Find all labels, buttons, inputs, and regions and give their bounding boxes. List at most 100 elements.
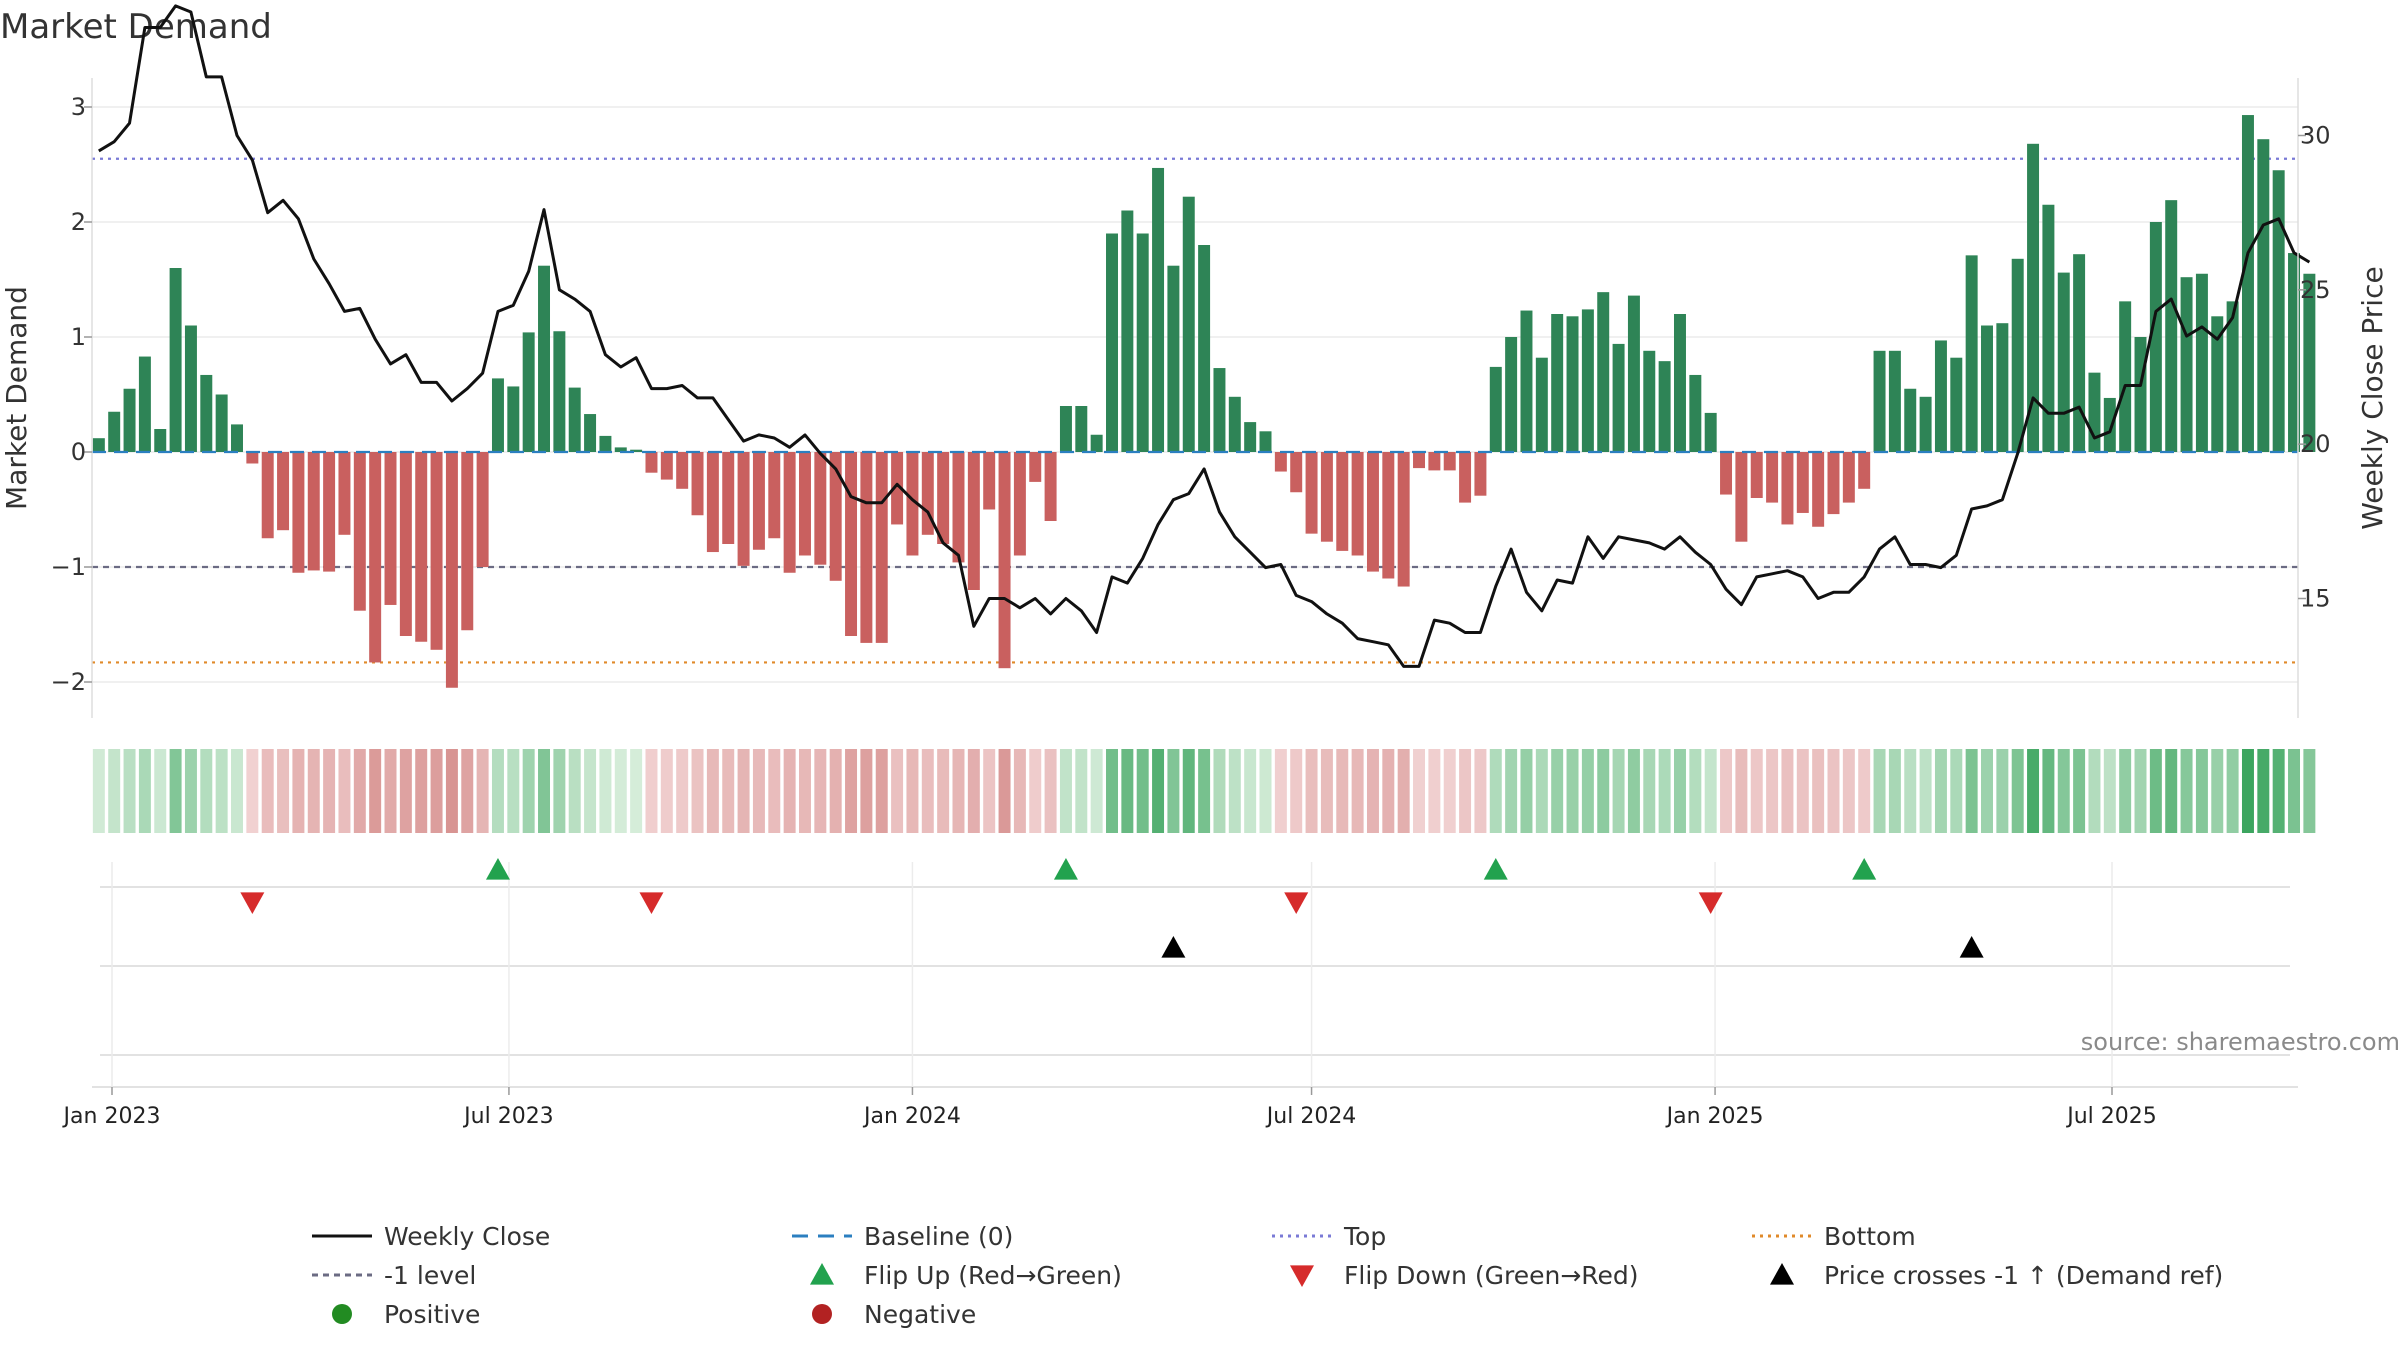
heat-cell-32 bbox=[584, 749, 597, 833]
legend-item-9: Negative bbox=[812, 1300, 976, 1329]
left-tick-label-5: −2 bbox=[51, 668, 86, 696]
demand-bar-94 bbox=[1535, 357, 1548, 452]
heat-cell-31 bbox=[568, 749, 581, 833]
heat-cell-113 bbox=[1827, 749, 1840, 833]
demand-bar-15 bbox=[323, 452, 336, 572]
demand-bar-7 bbox=[200, 374, 213, 452]
heat-cell-80 bbox=[1320, 749, 1333, 833]
demand-bar-33 bbox=[599, 435, 612, 452]
demand-bar-50 bbox=[860, 452, 873, 643]
heat-cell-20 bbox=[399, 749, 412, 833]
heat-cell-30 bbox=[553, 749, 566, 833]
demand-bar-44 bbox=[768, 452, 781, 539]
demand-bar-24 bbox=[461, 452, 474, 631]
legend-item-1: Baseline (0) bbox=[792, 1222, 1013, 1251]
heat-cell-6 bbox=[184, 749, 197, 833]
demand-bar-124 bbox=[1996, 323, 2009, 452]
heat-cell-98 bbox=[1597, 749, 1610, 833]
demand-bar-111 bbox=[1796, 452, 1809, 513]
heat-cell-38 bbox=[676, 749, 689, 833]
demand-bar-127 bbox=[2042, 204, 2055, 452]
demand-bar-59 bbox=[998, 452, 1011, 669]
heat-cell-75 bbox=[1244, 749, 1257, 833]
flip-up-marker-1 bbox=[1053, 858, 1078, 880]
x-tick-label-4: Jan 2025 bbox=[1665, 1104, 1764, 1129]
demand-bar-102 bbox=[1658, 361, 1671, 452]
demand-bar-85 bbox=[1397, 452, 1410, 587]
demand-bar-134 bbox=[2149, 222, 2162, 452]
demand-bar-108 bbox=[1750, 452, 1763, 498]
heat-cell-56 bbox=[952, 749, 965, 833]
heat-cell-78 bbox=[1290, 749, 1303, 833]
legend-swatch-8 bbox=[332, 1304, 352, 1324]
heat-cell-34 bbox=[614, 749, 627, 833]
heat-cell-49 bbox=[845, 749, 858, 833]
legend-label-4: -1 level bbox=[384, 1261, 476, 1290]
demand-bar-120 bbox=[1934, 340, 1947, 452]
demand-bar-75 bbox=[1244, 422, 1257, 452]
heat-cell-79 bbox=[1305, 749, 1318, 833]
demand-bar-62 bbox=[1044, 452, 1057, 521]
demand-bar-106 bbox=[1720, 452, 1733, 495]
demand-bar-99 bbox=[1612, 343, 1625, 452]
heat-cell-17 bbox=[353, 749, 366, 833]
demand-bar-53 bbox=[906, 452, 919, 556]
demand-bars bbox=[92, 115, 2316, 688]
heat-cell-92 bbox=[1505, 749, 1518, 833]
heat-cell-123 bbox=[1981, 749, 1993, 833]
left-tick-label-3: 0 bbox=[71, 438, 86, 466]
demand-bar-73 bbox=[1213, 368, 1226, 452]
demand-bar-88 bbox=[1443, 452, 1456, 471]
heat-cell-3 bbox=[138, 749, 151, 833]
heat-cell-54 bbox=[921, 749, 934, 833]
heat-cell-19 bbox=[384, 749, 397, 833]
heat-cell-1 bbox=[108, 749, 121, 833]
demand-bar-2 bbox=[123, 388, 136, 452]
heat-cell-4 bbox=[154, 749, 167, 833]
legend-swatch-7 bbox=[1770, 1263, 1794, 1285]
heat-cell-105 bbox=[1704, 749, 1717, 833]
demand-bar-10 bbox=[246, 452, 259, 464]
heat-cell-124 bbox=[1996, 749, 2009, 833]
demand-bar-89 bbox=[1459, 452, 1472, 503]
heat-cell-82 bbox=[1351, 749, 1364, 833]
heat-cell-74 bbox=[1228, 749, 1241, 833]
right-tick-label-0: 30 bbox=[2300, 122, 2331, 150]
source-note: source: sharemaestro.com bbox=[2081, 1028, 2400, 1056]
heat-cell-143 bbox=[2288, 749, 2301, 833]
demand-bar-137 bbox=[2195, 273, 2208, 452]
demand-bar-142 bbox=[2272, 170, 2285, 452]
demand-bar-38 bbox=[676, 452, 689, 489]
legend-swatch-9 bbox=[812, 1304, 832, 1324]
demand-bar-140 bbox=[2241, 115, 2254, 453]
demand-bar-9 bbox=[231, 424, 243, 452]
heat-cell-42 bbox=[737, 749, 750, 833]
demand-bar-98 bbox=[1597, 292, 1610, 452]
heat-cell-23 bbox=[445, 749, 458, 833]
heat-cell-96 bbox=[1566, 749, 1579, 833]
heat-cell-13 bbox=[292, 749, 305, 833]
price-cross-marker-1 bbox=[1959, 936, 1984, 958]
demand-bar-91 bbox=[1489, 366, 1502, 452]
demand-bar-55 bbox=[937, 452, 950, 544]
demand-bar-135 bbox=[2165, 200, 2178, 452]
x-tick-label-0: Jan 2023 bbox=[62, 1104, 161, 1129]
heat-cell-138 bbox=[2211, 749, 2224, 833]
price-cross-marker-0 bbox=[1161, 936, 1186, 958]
demand-bar-141 bbox=[2257, 139, 2270, 452]
demand-bar-34 bbox=[614, 447, 627, 452]
heat-cell-39 bbox=[691, 749, 704, 833]
signal-gridlines bbox=[111, 862, 2113, 1095]
demand-bar-0 bbox=[92, 438, 105, 452]
heat-cell-45 bbox=[783, 749, 796, 833]
demand-bar-131 bbox=[2103, 397, 2116, 452]
demand-bar-69 bbox=[1152, 167, 1165, 452]
heat-cell-5 bbox=[169, 749, 182, 833]
heat-cell-130 bbox=[2088, 749, 2101, 833]
heat-cell-103 bbox=[1673, 749, 1686, 833]
demand-bar-100 bbox=[1627, 295, 1640, 452]
heat-cell-139 bbox=[2226, 749, 2239, 833]
heat-cell-16 bbox=[338, 749, 351, 833]
heat-cell-125 bbox=[2011, 749, 2024, 833]
flip-down-marker-3 bbox=[1698, 892, 1723, 914]
